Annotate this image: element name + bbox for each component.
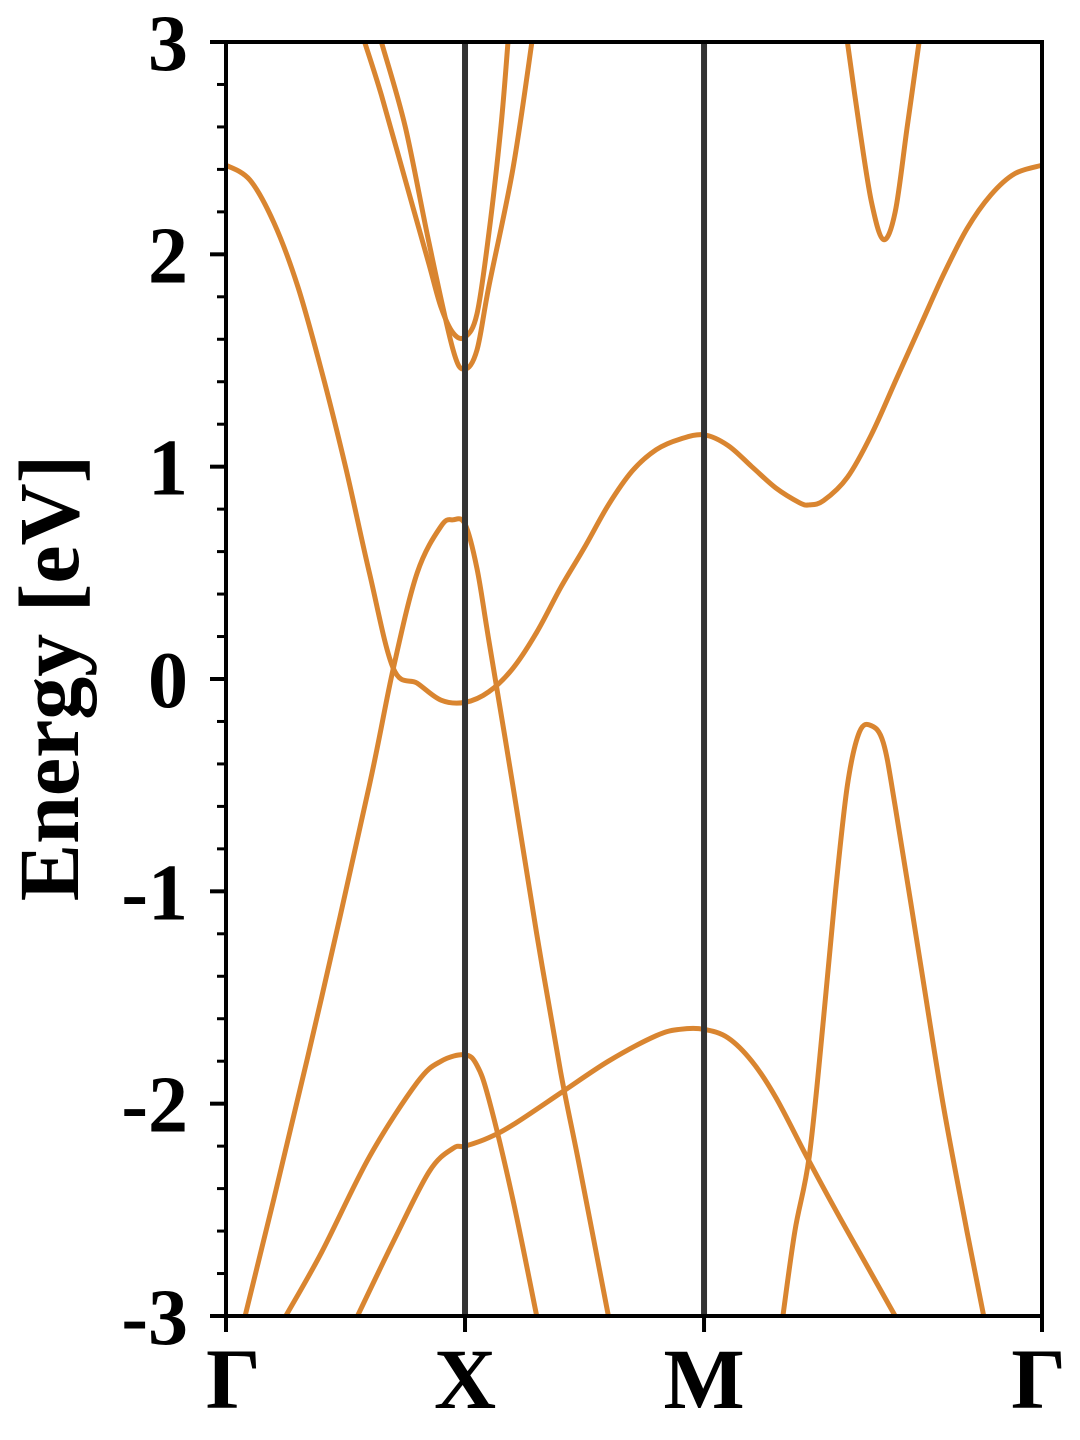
y-axis-label: Energy [eV] [1,455,97,902]
y-ticks: -3 -2 -1 0 1 2 3 [121,0,226,1362]
y-tick-label: -2 [121,1062,188,1150]
y-tick-label: 1 [148,425,188,513]
band-lines [226,42,1042,1316]
x-tick-label-3: M [663,1331,744,1427]
x-tick-label-1: Γ [206,1331,261,1427]
band-7 [381,42,532,369]
band-3 [286,1055,537,1316]
band-8 [847,42,919,240]
y-tick-label: 0 [148,637,188,725]
band-5 [783,724,984,1316]
x-tick-label-4: Γ [1011,1331,1066,1427]
band-4 [358,1028,896,1316]
y-tick-label: 2 [148,212,188,300]
x-tick-label-2: X [434,1331,496,1427]
plot-frame [226,42,1042,1316]
y-tick-label: -3 [121,1274,188,1362]
y-tick-label: 3 [148,0,188,88]
y-tick-label: -1 [121,849,188,937]
band-1 [226,165,1042,703]
band-2 [245,519,608,1316]
